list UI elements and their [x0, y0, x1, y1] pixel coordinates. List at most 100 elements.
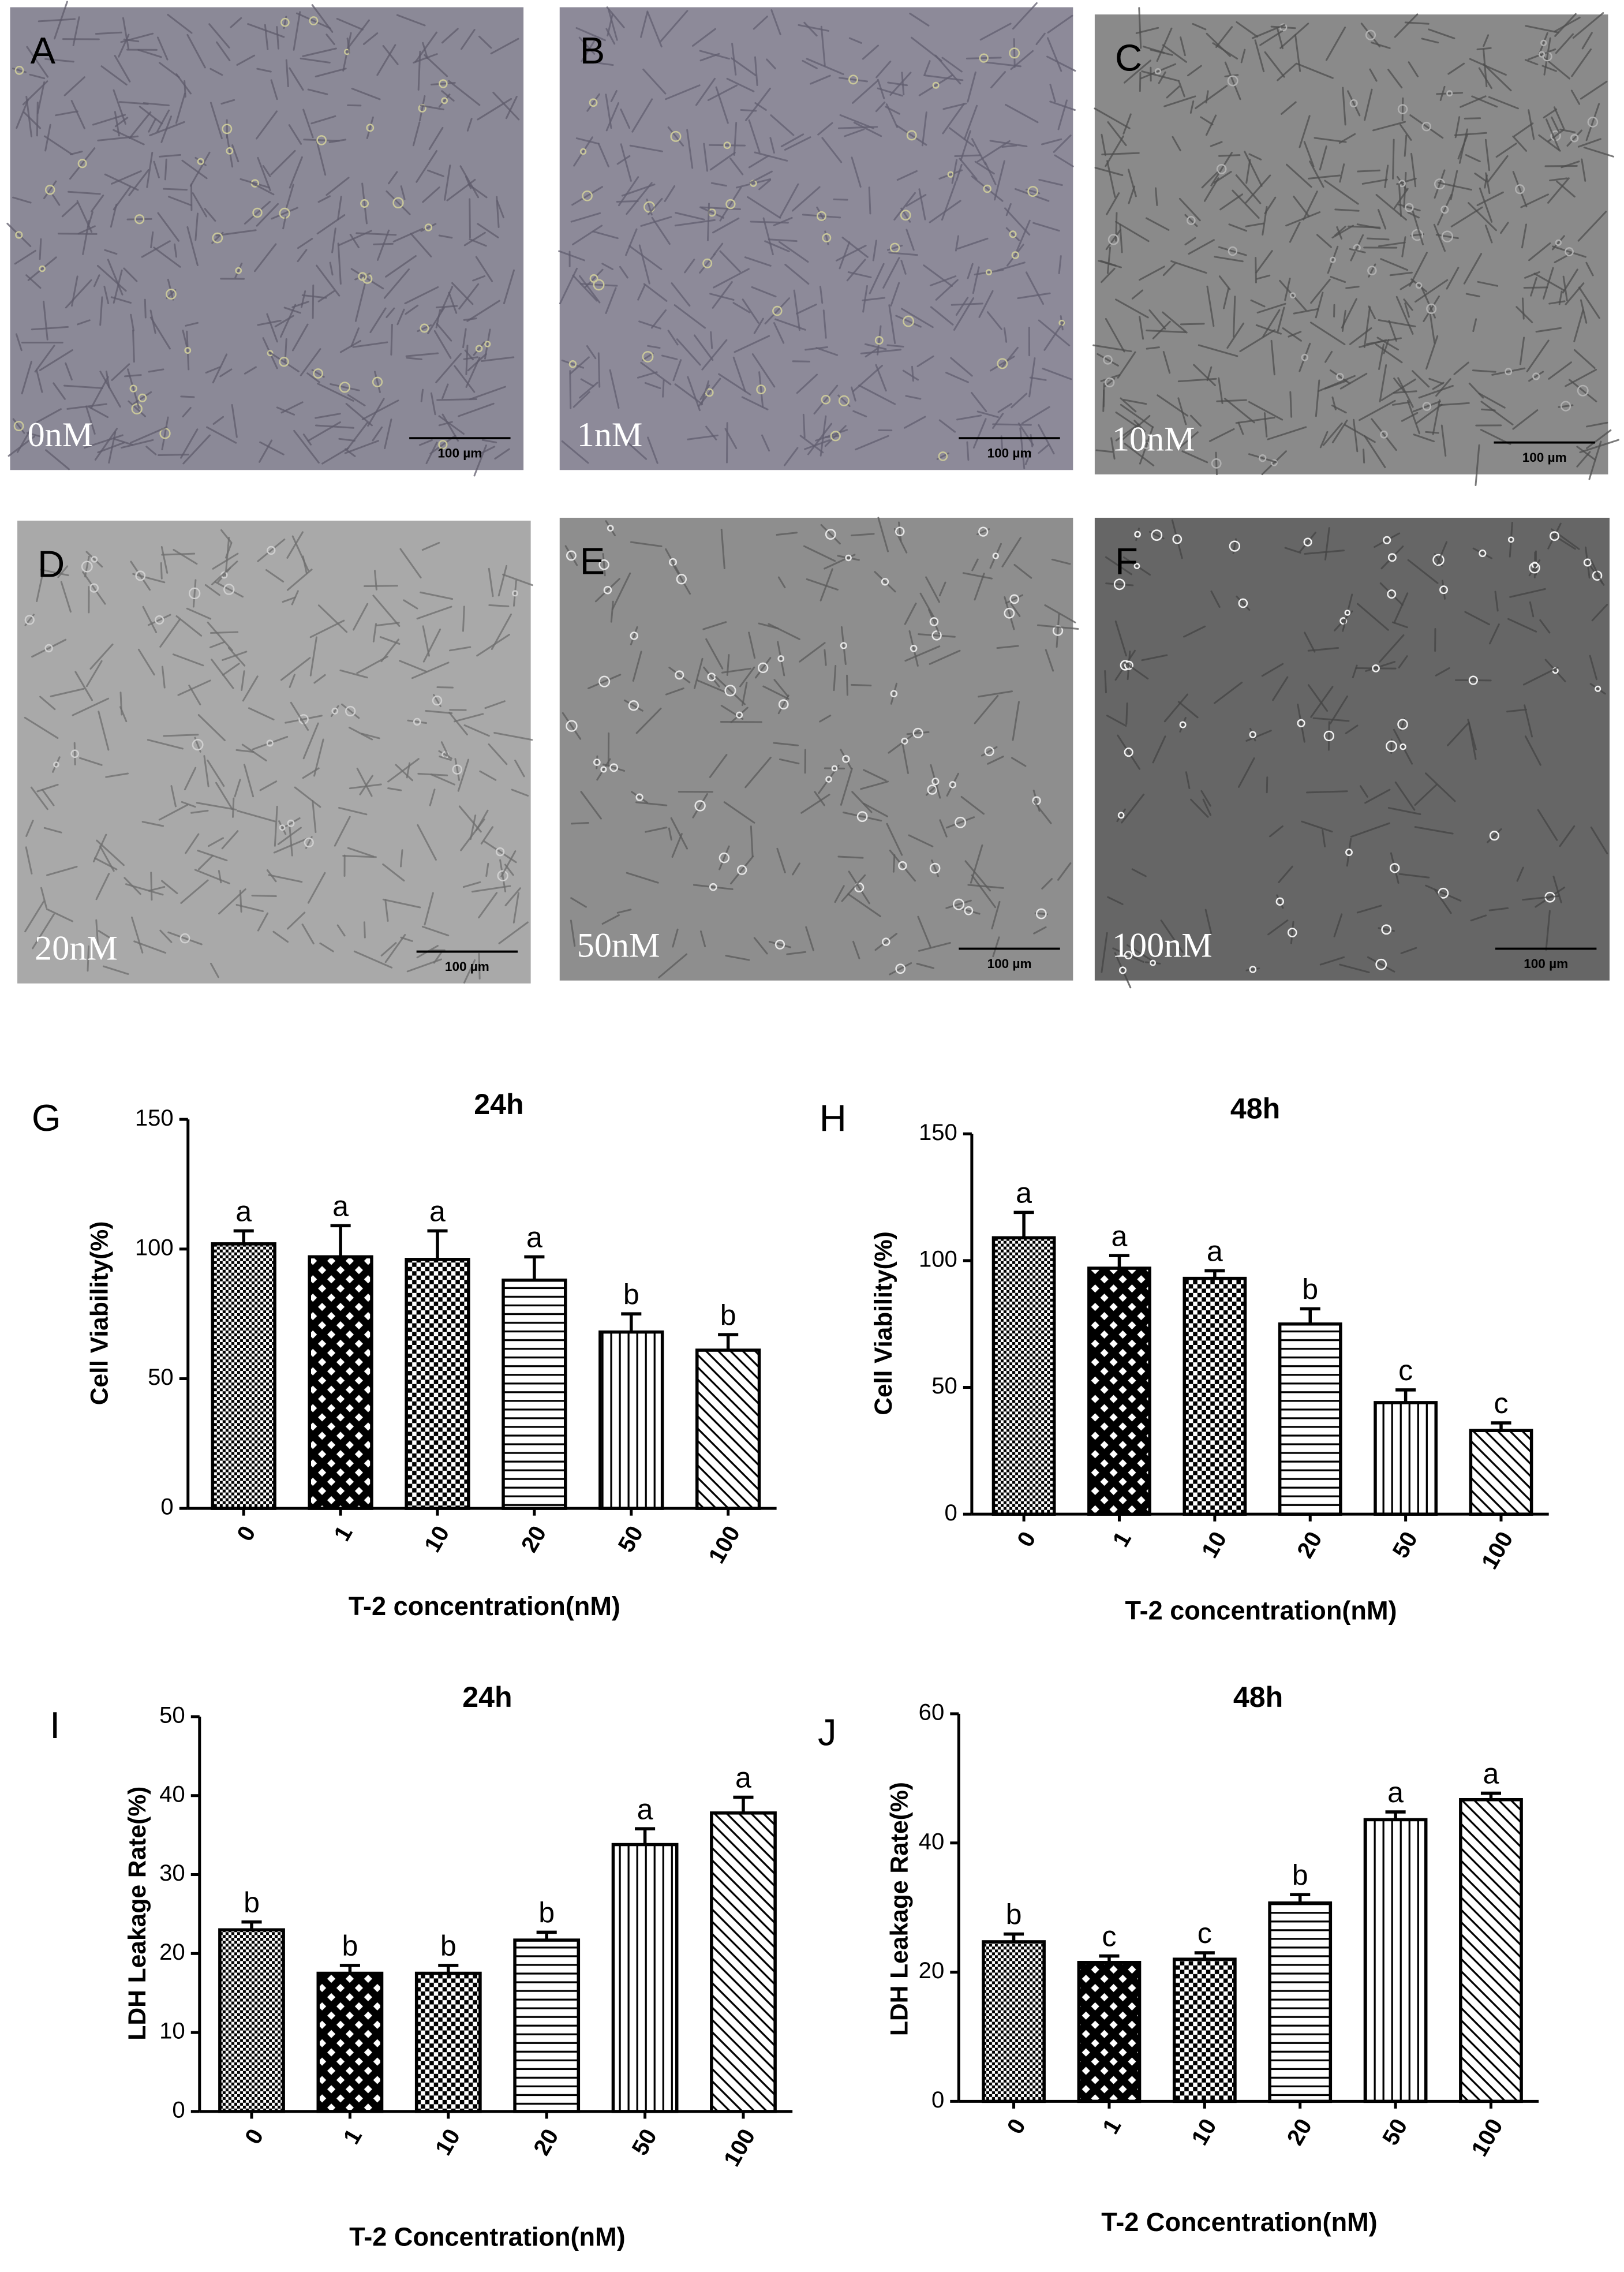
- cell: [425, 709, 453, 715]
- cell: [1006, 244, 1024, 267]
- cell: [1201, 171, 1218, 189]
- cell: [597, 143, 609, 167]
- cell-body: [736, 865, 747, 875]
- cell: [658, 953, 688, 978]
- cell: [131, 916, 144, 954]
- cell: [869, 263, 885, 294]
- cell: [1361, 178, 1388, 185]
- cell: [1228, 223, 1248, 232]
- cell: [441, 383, 449, 399]
- cell: [1506, 708, 1527, 713]
- cell: [230, 17, 242, 28]
- cell: [44, 58, 74, 63]
- cell: [395, 764, 414, 782]
- cell: [286, 569, 313, 591]
- cell-body: [131, 403, 143, 414]
- cell: [325, 177, 350, 196]
- cell: [1105, 556, 1132, 576]
- cell: [892, 854, 896, 873]
- cell: [161, 552, 196, 556]
- cell-body: [900, 210, 911, 221]
- cell-body: [736, 711, 743, 719]
- cell: [1464, 611, 1490, 626]
- cell: [303, 139, 340, 142]
- cell: [660, 10, 688, 42]
- cell: [119, 706, 128, 723]
- cell-body: [955, 816, 967, 828]
- cell: [374, 371, 381, 393]
- cell: [38, 18, 76, 23]
- cell: [1375, 343, 1403, 364]
- cell: [1202, 798, 1212, 816]
- cell-body: [1367, 266, 1377, 275]
- cell: [126, 368, 140, 409]
- cell: [1543, 37, 1551, 76]
- significance-label: a: [1387, 1776, 1404, 1808]
- cell: [348, 726, 373, 741]
- cell: [382, 45, 399, 65]
- cell-body: [719, 852, 730, 864]
- bar: [695, 1348, 761, 1510]
- cell: [780, 133, 804, 148]
- cell: [754, 657, 772, 679]
- cell: [399, 660, 428, 673]
- cell: [463, 724, 490, 737]
- cell: [986, 311, 1002, 330]
- cell: [953, 297, 975, 331]
- cell: [1396, 175, 1408, 191]
- cell: [496, 196, 500, 228]
- cell: [1017, 292, 1051, 300]
- error-bar: [241, 1920, 262, 1930]
- cell: [675, 212, 705, 221]
- cell: [294, 786, 321, 808]
- cell: [1101, 267, 1116, 283]
- error-bar: [1109, 1254, 1130, 1269]
- cell: [1045, 649, 1054, 672]
- cell: [293, 429, 320, 464]
- cell: [578, 36, 596, 55]
- cell-body: [1227, 75, 1238, 87]
- cell-body: [452, 764, 463, 775]
- cell-body: [848, 74, 859, 85]
- cell: [1310, 278, 1331, 304]
- cell: [55, 110, 78, 117]
- cell-body: [1344, 610, 1351, 616]
- cell: [1152, 735, 1166, 764]
- cell: [472, 275, 486, 282]
- cell: [1205, 114, 1217, 136]
- cell-body: [1297, 719, 1305, 727]
- cell: [1522, 667, 1559, 686]
- cell: [668, 827, 672, 841]
- cell: [1349, 248, 1366, 253]
- cell: [85, 405, 96, 435]
- cell: [356, 767, 373, 797]
- cell: [1001, 346, 1019, 369]
- cell: [214, 581, 244, 598]
- cell: [1393, 378, 1406, 393]
- error-bar: [635, 1827, 656, 1845]
- cell: [1342, 87, 1346, 126]
- cell: [286, 184, 294, 208]
- cell: [16, 99, 29, 129]
- cell: [1190, 414, 1202, 427]
- cell: [346, 38, 350, 54]
- cell: [874, 571, 896, 593]
- cell: [407, 719, 428, 724]
- cell: [1322, 422, 1343, 446]
- cell: [257, 319, 282, 326]
- cell-body: [495, 847, 505, 857]
- cell: [1378, 634, 1405, 663]
- cell: [1226, 322, 1245, 349]
- cell: [339, 339, 362, 353]
- cell-body: [1035, 908, 1047, 920]
- cell: [1457, 133, 1469, 160]
- cell: [1010, 603, 1021, 617]
- cell: [192, 192, 208, 218]
- cell: [773, 742, 799, 746]
- cell: [485, 862, 489, 877]
- cell: [1179, 716, 1187, 733]
- cell: [317, 383, 354, 402]
- cell: [1277, 63, 1297, 81]
- cell: [748, 631, 756, 659]
- error-bar: [438, 1964, 459, 1974]
